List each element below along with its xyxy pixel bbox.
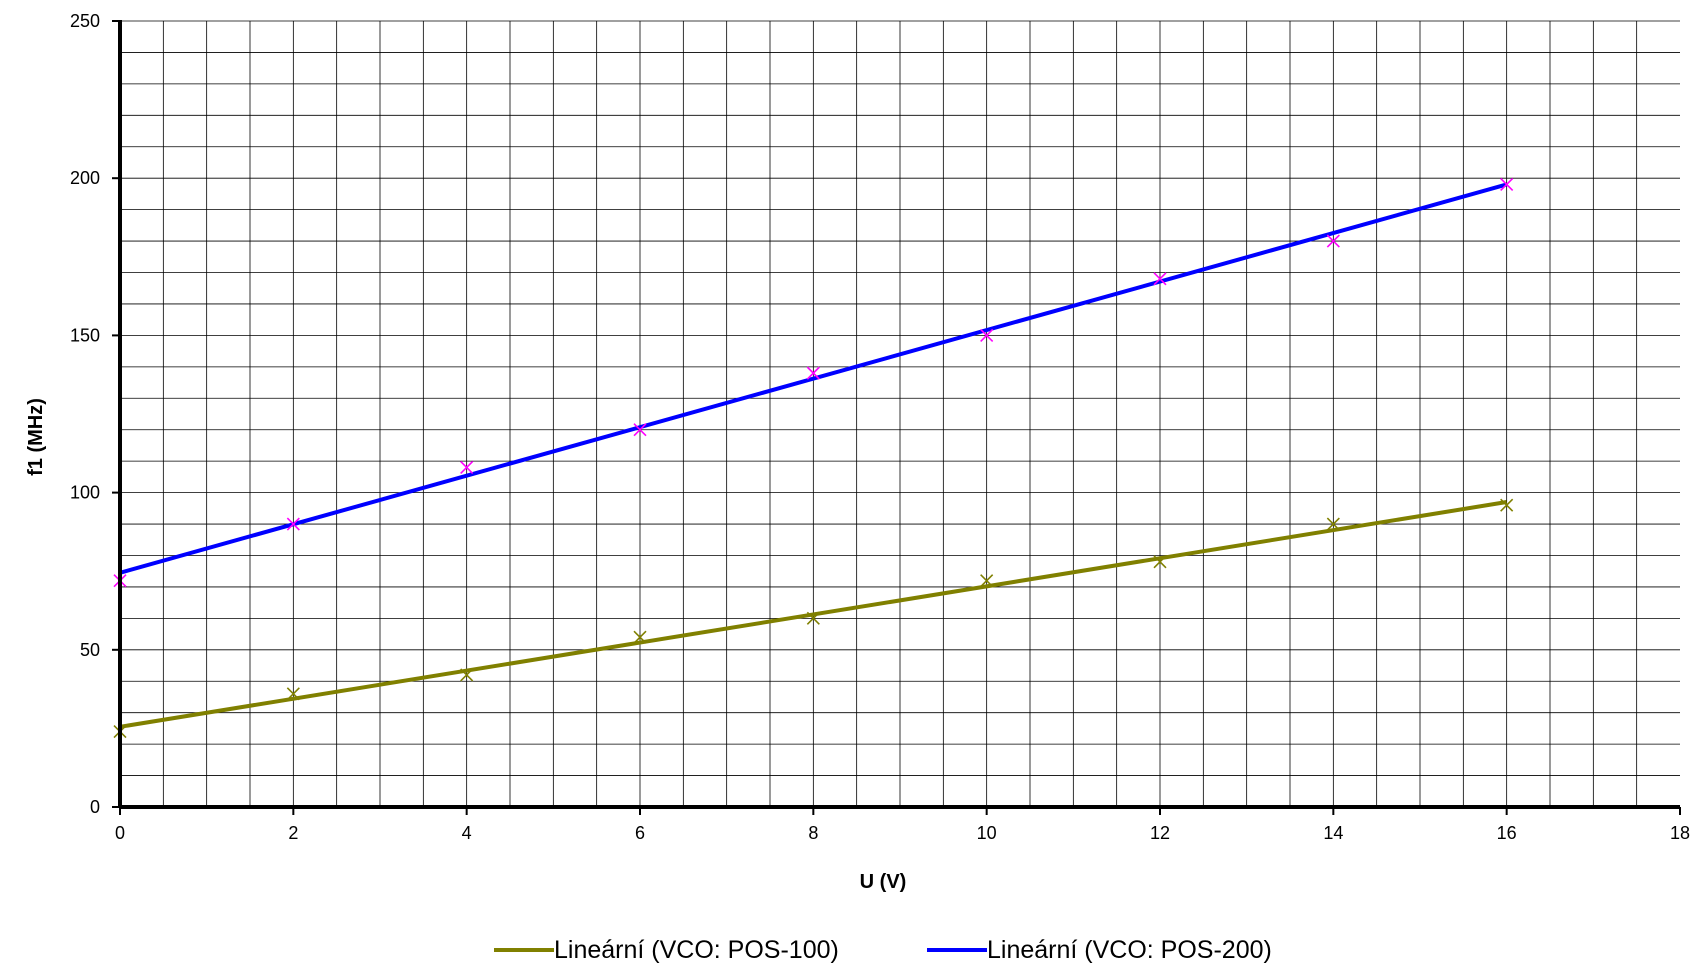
marker-stroke	[980, 574, 994, 588]
y-tick-label: 150	[70, 325, 100, 345]
x-tick-label: 6	[635, 823, 645, 843]
data-point-pos100	[1326, 517, 1340, 531]
marker-stroke	[806, 611, 820, 625]
data-point-pos200	[980, 328, 994, 342]
data-point-pos100	[1153, 555, 1167, 569]
data-point-pos100	[980, 574, 994, 588]
x-axis-title: U (V)	[860, 871, 907, 893]
data-point-pos200	[1500, 177, 1514, 192]
axes	[112, 20, 1681, 815]
x-tick-label: 4	[462, 823, 472, 843]
y-tick-label: 0	[90, 797, 100, 817]
marker-stroke	[633, 423, 647, 437]
x-tick-label: 14	[1323, 823, 1343, 843]
marker-stroke	[286, 517, 300, 531]
data-point-pos200	[1326, 234, 1340, 248]
y-tick-label: 250	[70, 11, 100, 31]
data-point-pos200	[1153, 272, 1167, 286]
data-point-pos100	[806, 611, 820, 625]
trendline-pos100	[119, 500, 1507, 729]
trendlines	[119, 182, 1508, 729]
data-point-pos200	[460, 460, 474, 475]
y-tick-label: 50	[80, 640, 100, 660]
data-point-pos200	[633, 423, 647, 437]
x-tick-label: 10	[977, 823, 997, 843]
data-point-pos100	[460, 668, 474, 682]
data-point-pos100	[286, 687, 300, 701]
x-tick-label: 12	[1150, 823, 1170, 843]
marker-stroke	[980, 328, 994, 342]
data-point-pos100	[1500, 498, 1514, 512]
marker-stroke	[1153, 555, 1167, 569]
marker-stroke	[1153, 272, 1167, 286]
legend: Lineární (VCO: POS-100) Lineární (VCO: PO…	[494, 936, 1272, 964]
x-tick-label: 16	[1497, 823, 1517, 843]
legend-label-pos200: Lineární (VCO: POS-200)	[987, 936, 1272, 964]
y-tick-labels: 0 50 100 150 200 250	[70, 11, 100, 817]
x-tick-label: 2	[288, 823, 298, 843]
x-tick-label: 18	[1670, 823, 1690, 843]
trendline-pos200	[119, 182, 1508, 575]
y-axis-title: f1 (MHz)	[25, 398, 47, 476]
legend-label-pos100: Lineární (VCO: POS-100)	[554, 936, 839, 964]
data-points	[113, 177, 1514, 739]
marker-stroke	[1326, 234, 1340, 248]
x-tick-labels: 0 2 4 6 8 10 12 14 16 18	[115, 823, 1690, 843]
y-tick-label: 200	[70, 168, 100, 188]
marker-stroke	[286, 687, 300, 701]
marker-stroke	[1500, 498, 1514, 512]
y-tick-label: 100	[70, 483, 100, 503]
marker-stroke	[460, 460, 474, 475]
marker-stroke	[460, 668, 474, 682]
x-tick-label: 8	[808, 823, 818, 843]
data-point-pos200	[286, 517, 300, 531]
data-point-pos100	[633, 630, 647, 644]
data-point-pos200	[806, 366, 820, 380]
marker-stroke	[633, 630, 647, 644]
x-tick-label: 0	[115, 823, 125, 843]
marker-stroke	[1500, 177, 1514, 192]
marker-stroke	[806, 366, 820, 380]
marker-stroke	[1326, 517, 1340, 531]
